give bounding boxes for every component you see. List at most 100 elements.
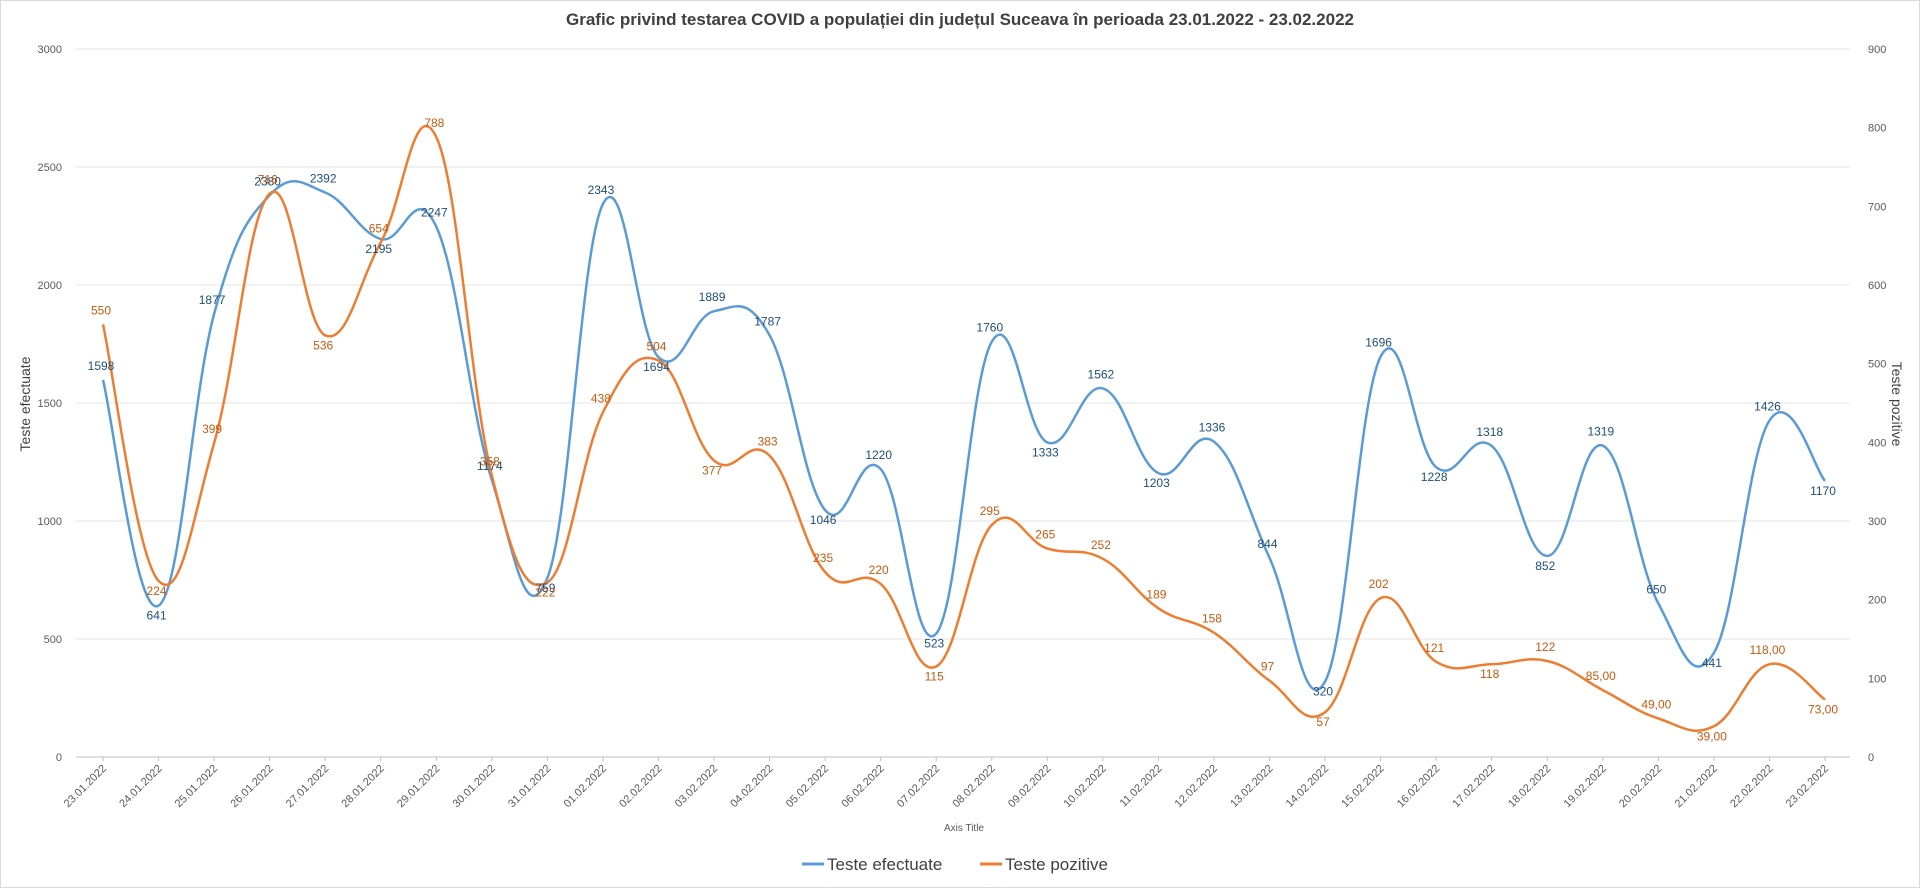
x-axis-ticks: 23.01.2022 24.01.2022 25.01.2022 26.01.2022… <box>62 763 1831 810</box>
data-label: 189 <box>1146 587 1166 601</box>
x-tick-label: 30.01.2022 <box>451 763 498 810</box>
data-label: 49,00 <box>1641 697 1671 711</box>
data-label: 759 <box>535 581 555 595</box>
data-label: 1174 <box>477 459 503 473</box>
data-label: 523 <box>924 637 944 651</box>
x-tick-label: 14.02.2022 <box>1284 763 1331 810</box>
data-label: 852 <box>1535 559 1555 573</box>
data-label: 654 <box>369 222 389 236</box>
data-label: 115 <box>925 670 944 684</box>
data-label: 1336 <box>1199 421 1226 435</box>
x-tick-label: 11.02.2022 <box>1118 763 1165 810</box>
chart-title: Grafic privind testarea COVID a populați… <box>566 10 1354 29</box>
x-tick-label: 22.02.2022 <box>1728 763 1775 810</box>
gridlines <box>76 48 1850 761</box>
x-tick-label: 07.02.2022 <box>895 763 942 810</box>
data-label: 504 <box>646 340 666 354</box>
data-label: 2247 <box>421 206 448 220</box>
right-tick-label: 200 <box>1868 595 1886 607</box>
data-label: 788 <box>424 116 444 130</box>
data-label: 1760 <box>976 321 1003 335</box>
data-label: 2343 <box>588 183 615 197</box>
x-tick-label: 16.02.2022 <box>1395 763 1442 810</box>
x-tick-label: 20.02.2022 <box>1617 763 1664 810</box>
left-tick-label: 1000 <box>38 516 62 528</box>
data-label: 399 <box>202 422 222 436</box>
x-tick-label: 19.02.2022 <box>1562 763 1609 810</box>
right-tick-label: 500 <box>1868 359 1886 371</box>
x-tick-label: 12.02.2022 <box>1173 763 1220 810</box>
x-tick-label: 28.01.2022 <box>339 763 386 810</box>
x-tick-label: 02.02.2022 <box>617 763 664 810</box>
data-label: 1046 <box>810 513 837 527</box>
x-tick-label: 05.02.2022 <box>784 763 831 810</box>
x-tick-label: 10.02.2022 <box>1062 763 1109 810</box>
x-tick-label: 15.02.2022 <box>1339 763 1386 810</box>
series-lines <box>101 125 1826 732</box>
right-tick-label: 900 <box>1868 44 1886 56</box>
data-label: 641 <box>147 609 167 623</box>
data-label: 222 <box>535 585 555 599</box>
data-label: 220 <box>869 563 889 577</box>
left-tick-label: 0 <box>56 752 62 764</box>
left-axis-title: Teste efectuate <box>17 356 33 451</box>
data-label: 118 <box>1480 667 1499 681</box>
x-tick-label: 31.01.2022 <box>506 763 553 810</box>
right-axis-ticks: 0 100 200 300 400 500 600 700 800 900 <box>1868 44 1886 764</box>
data-label: 1318 <box>1476 425 1503 439</box>
x-tick-label: 24.01.2022 <box>117 763 164 810</box>
x-tick-label: 29.01.2022 <box>395 763 442 810</box>
data-label: 1228 <box>1421 470 1448 484</box>
data-label: 39,00 <box>1697 729 1727 743</box>
data-label: 1426 <box>1754 399 1781 413</box>
data-label: 1333 <box>1032 445 1059 459</box>
right-tick-label: 100 <box>1868 673 1886 685</box>
right-tick-label: 600 <box>1868 280 1886 292</box>
data-labels: 1598 641 1877 2380 2392 2195 2247 1174 759 2343 16… <box>88 116 1839 743</box>
data-label: 550 <box>91 303 111 317</box>
series-line-1 <box>101 180 1826 692</box>
data-label: 1170 <box>1810 484 1836 498</box>
x-tick-label: 23.02.2022 <box>1784 763 1831 810</box>
legend: Teste efectuate Teste pozitive <box>802 855 1108 874</box>
right-tick-label: 400 <box>1868 437 1886 449</box>
data-label: 202 <box>1369 577 1389 591</box>
data-label: 235 <box>813 551 833 565</box>
right-tick-label: 800 <box>1868 123 1886 135</box>
left-tick-label: 2000 <box>38 280 62 292</box>
data-label: 358 <box>480 454 500 468</box>
data-label: 438 <box>591 391 611 405</box>
x-tick-label: 01.02.2022 <box>562 763 609 810</box>
data-label: 118,00 <box>1750 643 1786 657</box>
data-label: 158 <box>1202 612 1222 626</box>
data-label: 1696 <box>1365 336 1392 350</box>
data-label: 1694 <box>643 360 670 374</box>
right-tick-label: 700 <box>1868 201 1886 213</box>
data-label: 252 <box>1091 538 1111 552</box>
x-tick-label: 17.02.2022 <box>1450 763 1497 810</box>
data-label: 650 <box>1646 583 1666 597</box>
data-label: 2195 <box>365 242 392 256</box>
data-label: 1787 <box>754 314 781 328</box>
right-tick-label: 0 <box>1868 752 1874 764</box>
x-tick-label: 13.02.2022 <box>1228 763 1275 810</box>
left-tick-label: 3000 <box>38 44 62 56</box>
data-label: 295 <box>980 504 1000 518</box>
right-axis-title: Teste pozitive <box>1889 362 1905 447</box>
x-tick-label: 06.02.2022 <box>839 763 886 810</box>
x-tick-label: 08.02.2022 <box>950 763 997 810</box>
data-label: 85,00 <box>1586 669 1616 683</box>
data-label: 716 <box>258 173 278 187</box>
x-tick-label: 25.01.2022 <box>173 763 220 810</box>
data-label: 73,00 <box>1808 703 1838 717</box>
data-label: 1598 <box>88 359 115 373</box>
x-tick-label: 03.02.2022 <box>673 763 720 810</box>
left-axis-ticks: 0 500 1000 1500 2000 2500 3000 <box>38 44 62 764</box>
data-label: 377 <box>702 463 722 477</box>
data-label: 57 <box>1316 715 1330 729</box>
x-tick-label: 09.02.2022 <box>1006 763 1053 810</box>
data-label: 1203 <box>1143 476 1170 490</box>
data-label: 97 <box>1261 660 1275 674</box>
data-label: 1562 <box>1088 367 1115 381</box>
